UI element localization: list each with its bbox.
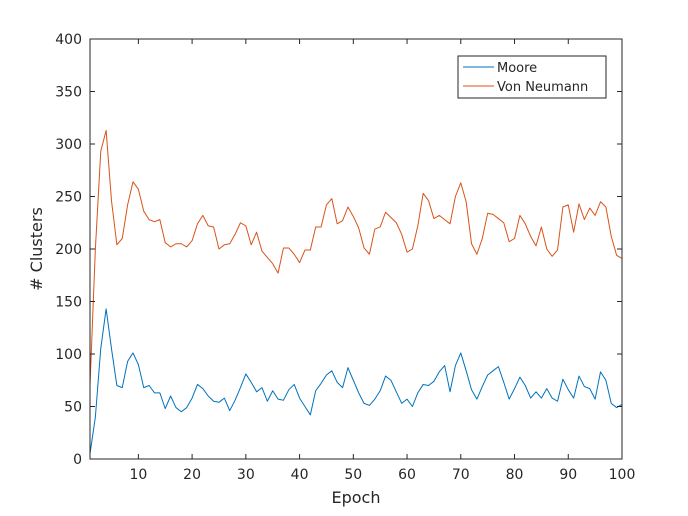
series-line-moore [89,308,623,454]
legend-label-moore: Moore [497,61,537,76]
y-tick-label: 100 [55,347,82,363]
x-tick-label: 70 [452,467,470,483]
legend: Moore Von Neumann [457,55,607,99]
y-tick-label: 0 [73,452,82,468]
series-layer [89,129,623,454]
tick-layer: 10 20 30 40 50 60 70 80 90 100 0 50 100 150 200 250 300 3… [55,32,635,483]
y-tick-label: 250 [55,190,82,206]
series-line-von-neumann [89,129,623,386]
y-tick-label: 200 [55,242,82,258]
y-tick-label: 400 [55,32,82,48]
plot-area [90,39,622,459]
y-tick-label: 350 [55,85,82,101]
y-tick-label: 150 [55,295,82,311]
legend-label-von-neumann: Von Neumann [497,80,588,95]
x-tick-label: 50 [344,467,362,483]
x-tick-label: 40 [291,467,309,483]
x-tick-label: 30 [237,467,255,483]
y-tick-label: 300 [55,137,82,153]
x-axis-label: Epoch [332,488,381,507]
x-tick-label: 10 [129,467,147,483]
legend-box [457,55,607,99]
y-tick-label: 50 [64,400,82,416]
x-tick-label: 100 [609,467,636,483]
x-tick-label: 90 [559,467,577,483]
x-tick-label: 20 [183,467,201,483]
y-axis-label: # Clusters [27,207,46,291]
x-tick-label: 80 [506,467,524,483]
x-tick-label: 60 [398,467,416,483]
